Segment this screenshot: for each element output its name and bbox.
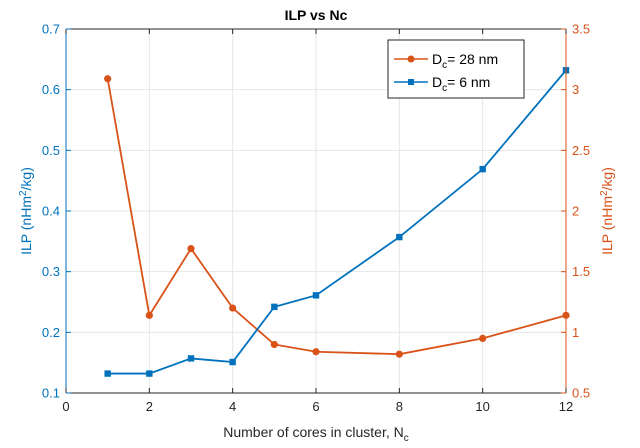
data-point-dc-6nm-3 bbox=[229, 358, 236, 366]
legend-marker-dc-28nm bbox=[407, 55, 415, 63]
data-point-dc-6nm-6 bbox=[396, 233, 403, 241]
data-point-dc-6nm-5 bbox=[312, 292, 320, 299]
tick-labels: 0 2 4 6 8 10 12 0.1 0.2 0.3 0.4 0.5 0.6 0.7 0.5 1 1.5 2 2.… bbox=[42, 22, 590, 415]
y-left-tick-label-0-6: 0.6 bbox=[42, 82, 60, 97]
x-axis-label: Number of cores in cluster, Nc bbox=[223, 424, 409, 444]
data-point-dc-28nm-3 bbox=[229, 304, 237, 312]
legend: Dc= 28 nm Dc= 6 nm bbox=[387, 39, 525, 99]
y-right-tick-label-1: 1 bbox=[572, 325, 579, 340]
y-left-tick-label-0-7: 0.7 bbox=[42, 22, 60, 37]
y-left-tick-label-0-1: 0.1 bbox=[42, 386, 60, 401]
x-tick-label-6: 6 bbox=[312, 399, 319, 414]
x-tick-label-12: 12 bbox=[559, 399, 573, 414]
data-point-dc-6nm-0 bbox=[104, 370, 111, 377]
data-point-dc-28nm-4 bbox=[270, 340, 278, 349]
data-point-dc-6nm-2 bbox=[187, 355, 195, 362]
y-right-tick-label-0-5: 0.5 bbox=[572, 386, 590, 401]
x-tick-label-0: 0 bbox=[62, 399, 69, 414]
y-right-tick-label-2-5: 2.5 bbox=[572, 143, 590, 158]
data-point-dc-6nm-1 bbox=[146, 370, 153, 377]
data-point-dc-6nm-7 bbox=[479, 165, 486, 173]
x-tick-label-10: 10 bbox=[475, 399, 489, 414]
legend-label-dc-6nm: Dc= 6 nm bbox=[432, 74, 490, 94]
data-point-dc-28nm-2 bbox=[187, 245, 195, 253]
x-tick-label-8: 8 bbox=[396, 399, 403, 414]
legend-item-dc-6nm: Dc= 6 nm bbox=[394, 74, 490, 94]
y-left-tick-label-0-4: 0.4 bbox=[42, 204, 60, 219]
y-axis-left-label: ILP (nHm2/kg) bbox=[18, 167, 34, 255]
data-point-dc-28nm-0 bbox=[104, 75, 112, 83]
y-left-tick-label-0-2: 0.2 bbox=[42, 325, 60, 340]
legend-box bbox=[387, 39, 525, 99]
data-point-dc-28nm-5 bbox=[312, 348, 320, 356]
y-right-tick-label-3: 3 bbox=[572, 82, 579, 97]
x-tick-label-4: 4 bbox=[229, 399, 236, 414]
y-right-tick-label-1-5: 1.5 bbox=[572, 264, 590, 279]
y-right-tick-label-3-5: 3.5 bbox=[572, 22, 590, 37]
legend-marker-dc-6nm bbox=[408, 79, 414, 85]
axes bbox=[65, 28, 567, 394]
data-point-dc-6nm-4 bbox=[271, 303, 278, 311]
y-left-tick-label-0-5: 0.5 bbox=[42, 143, 60, 158]
series-layer bbox=[104, 67, 570, 377]
legend-item-dc-28nm: Dc= 28 nm bbox=[394, 51, 498, 71]
data-point-dc-28nm-1 bbox=[145, 311, 153, 319]
y-axis-right-label: ILP (nHm2/kg) bbox=[599, 167, 615, 255]
legend-label-dc-28nm: Dc= 28 nm bbox=[432, 51, 498, 71]
y-right-tick-label-2: 2 bbox=[572, 204, 579, 219]
data-point-dc-28nm-7 bbox=[479, 334, 487, 342]
y-left-tick-label-0-3: 0.3 bbox=[42, 264, 60, 279]
data-point-dc-28nm-6 bbox=[395, 350, 403, 358]
x-tick-label-2: 2 bbox=[146, 399, 153, 414]
chart-title: ILP vs Nc bbox=[285, 7, 348, 23]
